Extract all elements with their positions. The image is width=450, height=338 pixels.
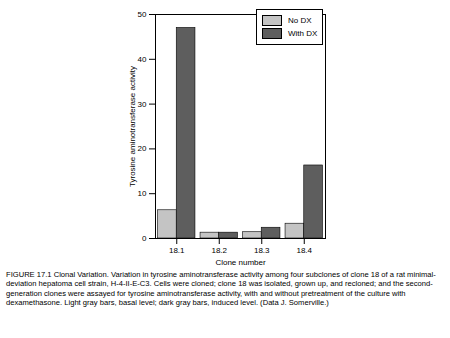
svg-text:18.3: 18.3 (254, 246, 270, 255)
svg-text:Clone number: Clone number (215, 258, 266, 267)
svg-text:18.1: 18.1 (169, 246, 185, 255)
svg-text:20: 20 (138, 144, 147, 153)
svg-text:18.2: 18.2 (211, 246, 227, 255)
svg-text:10: 10 (138, 189, 147, 198)
svg-text:30: 30 (138, 100, 147, 109)
html-text:No DX: No DX (288, 16, 312, 25)
html-text:With DX: With DX (288, 29, 318, 38)
svg-text:Tyrosine aminotransferase acti: Tyrosine aminotransferase activity (128, 66, 137, 187)
svg-text:0: 0 (142, 234, 147, 243)
html-text:FIGURE 17.1 Clonal Variation.: FIGURE 17.1 Clonal Variation. Variation … (6, 270, 436, 308)
svg-text:50: 50 (138, 10, 147, 19)
svg-text:18.4: 18.4 (296, 246, 312, 255)
svg-text:40: 40 (138, 55, 147, 64)
